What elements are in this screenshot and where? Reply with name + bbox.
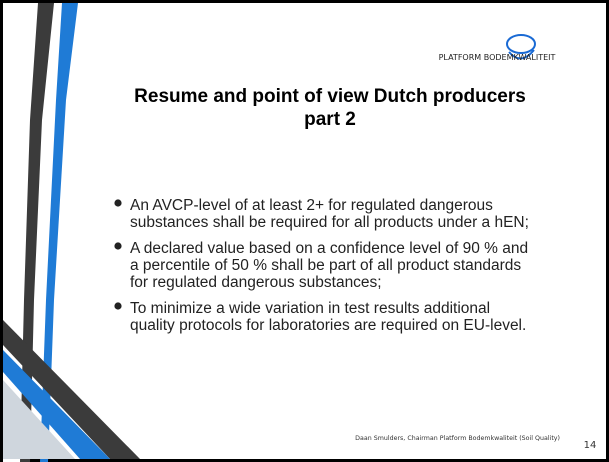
slide-background <box>3 3 606 459</box>
bullet-text: To minimize a wide variation in test res… <box>130 300 490 317</box>
slide-title: part 2 <box>304 109 356 130</box>
bullet-text: for regulated dangerous substances; <box>130 274 382 291</box>
bullet-text: quality protocols for laboratories are r… <box>130 317 526 334</box>
bullet-text: A declared value based on a confidence l… <box>130 240 528 257</box>
corner-light <box>3 380 75 459</box>
page-number: 14 <box>584 440 597 451</box>
bullet-text: An AVCP-level of at least 2+ for regulat… <box>130 197 493 214</box>
logo-swirl <box>506 34 536 54</box>
corner-dark <box>3 320 140 459</box>
slide-title: Resume and point of view Dutch producers <box>134 86 526 107</box>
logo-text: PLATFORM BODEMKWALITEIT <box>439 53 556 62</box>
bullet-text: substances shall be required for all pro… <box>130 214 529 231</box>
bullet-text: a percentile of 50 % shall be part of al… <box>130 257 521 274</box>
corner-blue <box>3 350 110 459</box>
bullet-dot <box>114 302 122 310</box>
bullet-dot <box>114 199 122 207</box>
logo-swirl <box>508 49 535 60</box>
bullet-dot <box>114 242 122 250</box>
footer: Daan Smulders, Chairman Platform Bodemkw… <box>355 435 560 442</box>
blue-stripe <box>40 3 78 462</box>
